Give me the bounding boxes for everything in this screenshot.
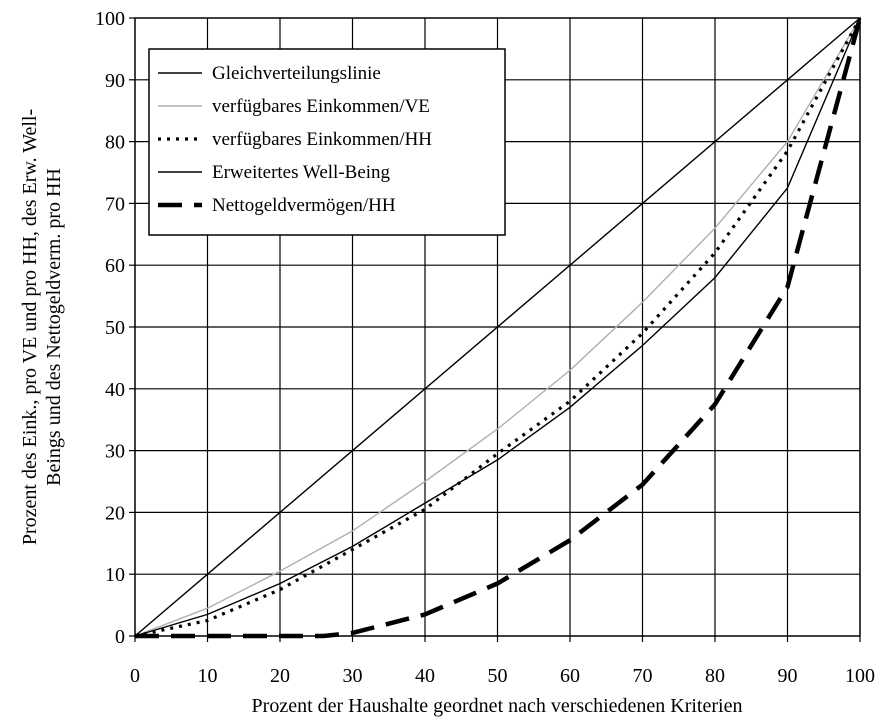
legend: Gleichverteilungslinie verfügbares Einkom… <box>148 48 506 236</box>
y-tick-label: 40 <box>105 379 125 401</box>
series-line-gleichverteilungslinie <box>134 17 861 637</box>
legend-box <box>148 48 506 236</box>
x-tick-label: 20 <box>270 665 290 687</box>
x-tick-label: 30 <box>343 665 363 687</box>
y-tick-label: 100 <box>95 8 125 30</box>
x-tick-labels: 0 10 20 30 40 50 60 70 80 90 100 <box>130 665 875 687</box>
y-tick-label: 50 <box>105 317 125 339</box>
x-tick-label: 10 <box>198 665 218 687</box>
y-tick-label: 80 <box>105 132 125 154</box>
x-tick-label: 90 <box>778 665 798 687</box>
x-tick-label: 60 <box>560 665 580 687</box>
x-tick-label: 70 <box>633 665 653 687</box>
legend-label: verfügbares Einkommen/HH <box>212 129 432 150</box>
legend-label: verfügbares Einkommen/VE <box>212 96 430 117</box>
y-tick-labels: 0 10 20 30 40 50 60 70 80 90 100 <box>95 8 125 648</box>
y-tick-label: 70 <box>105 193 125 215</box>
x-axis-label: Prozent der Haushalte geordnet nach vers… <box>252 695 743 717</box>
series-line-verf-gbares-einkommen-hh <box>134 17 862 638</box>
plot-frame <box>134 17 861 637</box>
y-tick-label: 10 <box>105 564 125 586</box>
series-group <box>134 17 863 639</box>
y-axis-label-line-1: Prozent des Eink., pro VE und pro HH, de… <box>19 109 41 545</box>
series-line-erweitertes-well-being <box>134 17 861 637</box>
y-tick-label: 20 <box>105 502 125 524</box>
y-tick-label: 0 <box>115 626 125 648</box>
legend-label: Nettogeldvermögen/HH <box>212 195 396 216</box>
x-tick-label: 80 <box>705 665 725 687</box>
x-tick-label: 100 <box>845 665 875 687</box>
y-axis-label-line-2: Beings und des Nettogeldverm. pro HH <box>43 168 65 486</box>
y-axis-label: Prozent des Eink., pro VE und pro HH, de… <box>19 109 65 545</box>
legend-label: Gleichverteilungslinie <box>212 63 381 84</box>
y-tick-label: 90 <box>105 70 125 92</box>
legend-label: Erweitertes Well-Being <box>212 162 391 183</box>
x-tick-label: 50 <box>488 665 508 687</box>
y-tick-label: 60 <box>105 255 125 277</box>
x-tick-label: 40 <box>415 665 435 687</box>
series-line-nettogeldverm-gen-hh <box>135 17 863 639</box>
series-line-verf-gbares-einkommen-ve <box>134 17 861 637</box>
y-tick-label: 30 <box>105 441 125 463</box>
x-tick-label: 0 <box>130 665 140 687</box>
